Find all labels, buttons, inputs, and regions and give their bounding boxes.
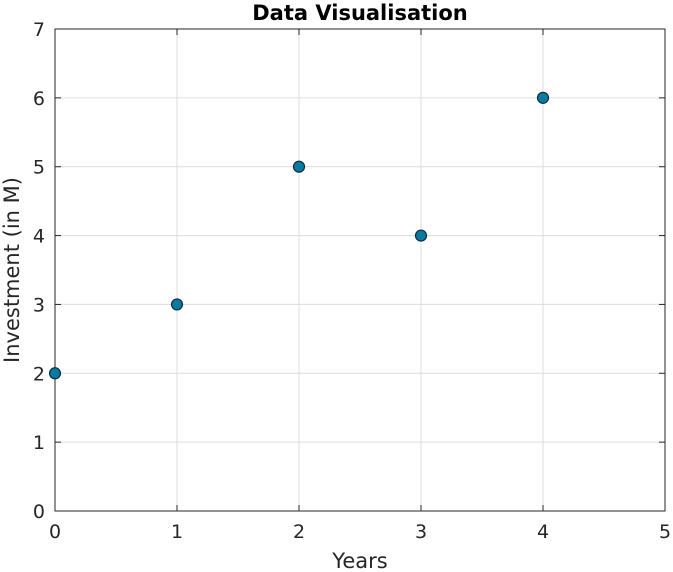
plot-area xyxy=(55,29,665,511)
y-tick-label: 3 xyxy=(33,294,45,316)
x-tick-label: 0 xyxy=(49,521,61,543)
x-axis-label: Years xyxy=(331,549,387,572)
y-tick-label: 1 xyxy=(33,432,45,454)
data-point xyxy=(48,367,62,380)
data-points xyxy=(48,91,550,380)
x-tick-label: 3 xyxy=(415,521,427,543)
y-tick-labels: 0 1 2 3 4 5 6 7 xyxy=(33,19,45,523)
y-tick-label: 2 xyxy=(33,363,45,385)
chart-title: Data Visualisation xyxy=(252,1,468,25)
y-tick-label: 4 xyxy=(33,226,45,248)
data-point xyxy=(414,229,428,242)
y-tick-label: 7 xyxy=(33,19,45,41)
axes xyxy=(54,28,666,512)
axes-box xyxy=(54,28,666,512)
data-point xyxy=(170,298,184,311)
data-point xyxy=(292,160,306,173)
x-tick-labels: 0 1 2 3 4 5 xyxy=(49,521,671,543)
y-tick-label: 6 xyxy=(33,88,45,110)
x-tick-label: 5 xyxy=(659,521,671,543)
x-tick-label: 1 xyxy=(171,521,183,543)
y-axis-label: Investment (in M) xyxy=(0,177,24,363)
y-tick-label: 5 xyxy=(33,157,45,179)
y-tick-label: 0 xyxy=(33,501,45,523)
x-tick-label: 4 xyxy=(537,521,549,543)
data-point xyxy=(536,91,550,104)
x-tick-label: 2 xyxy=(293,521,305,543)
